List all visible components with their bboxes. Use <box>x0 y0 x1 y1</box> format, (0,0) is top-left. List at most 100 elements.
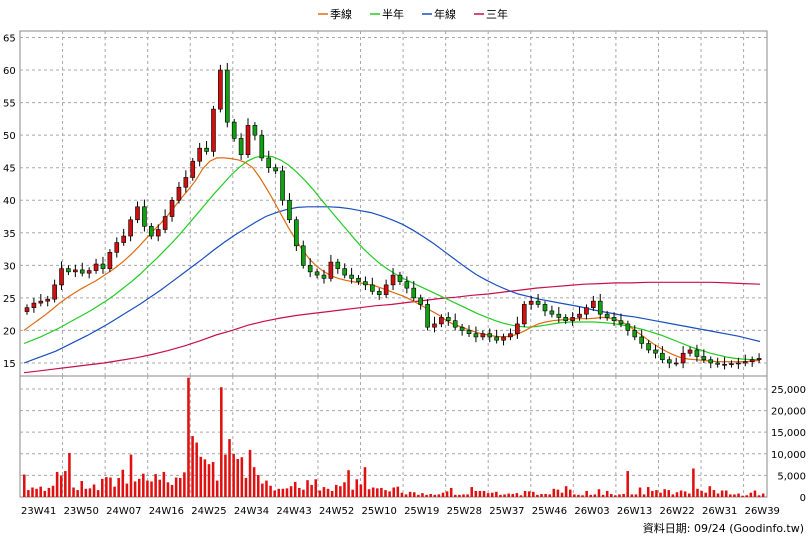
volume-bar <box>659 492 662 497</box>
volume-bar <box>412 492 416 497</box>
candle-body <box>528 300 534 305</box>
legend-label-3: 三年 <box>486 7 508 21</box>
volume-bar <box>564 486 568 497</box>
volume-bar <box>626 471 629 497</box>
candle-body <box>577 313 582 318</box>
candle-body <box>604 313 610 318</box>
candle-body <box>494 336 499 341</box>
volume-bar <box>495 491 498 497</box>
candle-body <box>473 333 479 338</box>
candle-body <box>459 326 465 331</box>
volume-bar <box>191 436 194 497</box>
x-tick-label: 24W34 <box>234 506 269 517</box>
price-panel-frame <box>19 30 768 377</box>
volume-bar <box>593 494 597 497</box>
candle-body <box>687 349 693 354</box>
candle-body <box>535 300 541 305</box>
volume-bar <box>630 494 634 497</box>
volume-bar <box>105 477 108 497</box>
moving-average-lines <box>23 155 761 374</box>
volume-bar <box>408 491 412 497</box>
volume-bar <box>47 487 51 497</box>
volume-bar <box>252 467 256 497</box>
price-tick-label: 55 <box>3 99 16 110</box>
volume-bar <box>380 487 383 497</box>
volume-bar <box>367 489 371 497</box>
x-tick-label: 24W25 <box>191 506 226 517</box>
volume-bar <box>129 454 133 497</box>
volume-bar <box>568 489 572 497</box>
volume-bar <box>552 488 556 497</box>
volume-bar <box>462 494 465 497</box>
volume-bar <box>478 490 482 497</box>
candle-body <box>363 281 368 286</box>
candle-body <box>204 147 209 152</box>
volume-bar <box>80 481 84 497</box>
volume-bar <box>614 495 617 497</box>
volume-bar <box>532 491 535 497</box>
volume-bars <box>23 377 765 497</box>
volume-bar <box>696 488 699 497</box>
volume-bar <box>183 472 186 497</box>
candle-body <box>584 307 589 315</box>
volume-bar <box>445 491 449 497</box>
volume-bar <box>712 490 716 497</box>
candle-body <box>335 261 341 269</box>
volume-bar <box>692 468 695 497</box>
candle-body <box>404 281 410 289</box>
candle-body <box>280 170 285 201</box>
volume-bar <box>482 490 486 497</box>
candle-body <box>135 206 140 221</box>
volume-bar <box>220 387 223 497</box>
candle-body <box>328 261 334 279</box>
price-tick-label: 65 <box>3 34 16 45</box>
volume-bar <box>298 487 301 497</box>
candle-body <box>169 199 175 217</box>
candle-body <box>121 235 126 243</box>
volume-bar <box>359 484 363 497</box>
volume-bar <box>371 487 375 497</box>
candle-body <box>570 317 575 321</box>
candle-body <box>625 323 631 331</box>
candle-body <box>729 363 734 365</box>
x-tick-label: 25W19 <box>404 506 439 517</box>
volume-bar <box>31 487 34 497</box>
volume-bar <box>59 475 63 497</box>
candle-body <box>349 274 354 279</box>
candle-body <box>722 363 727 366</box>
volume-bar <box>610 493 613 497</box>
volume-tick-label: 15,000 <box>771 428 806 439</box>
candle-body <box>238 138 244 155</box>
volume-bar <box>667 490 671 497</box>
volume-bar <box>716 493 720 497</box>
volume-bar <box>688 493 691 497</box>
volume-bar <box>540 493 543 497</box>
volume-bar <box>125 483 129 497</box>
grid <box>20 31 767 497</box>
volume-bar <box>322 487 326 497</box>
candle-body <box>162 216 168 230</box>
volume-bar <box>605 490 609 497</box>
volume-bar <box>384 490 387 497</box>
candle-body <box>563 317 569 321</box>
volume-bar <box>618 494 621 497</box>
volume-bar <box>708 486 712 497</box>
volume-bar <box>96 490 100 497</box>
candle-body <box>660 352 665 361</box>
volume-bar <box>203 459 207 497</box>
volume-bar <box>761 493 765 497</box>
volume-bar <box>470 487 473 497</box>
volume-bar <box>560 492 564 497</box>
candle-body <box>294 219 299 247</box>
candle-body <box>667 359 672 364</box>
volume-bar <box>76 490 79 497</box>
volume-bar <box>207 464 211 497</box>
candle-body <box>93 263 99 271</box>
candle-body <box>176 186 182 201</box>
volume-bar <box>232 453 235 497</box>
candle-body <box>342 268 348 276</box>
volume-bar <box>511 493 515 497</box>
volume-bar <box>458 494 461 497</box>
x-tick-label: 25W46 <box>532 506 567 517</box>
candle-body <box>591 300 596 308</box>
